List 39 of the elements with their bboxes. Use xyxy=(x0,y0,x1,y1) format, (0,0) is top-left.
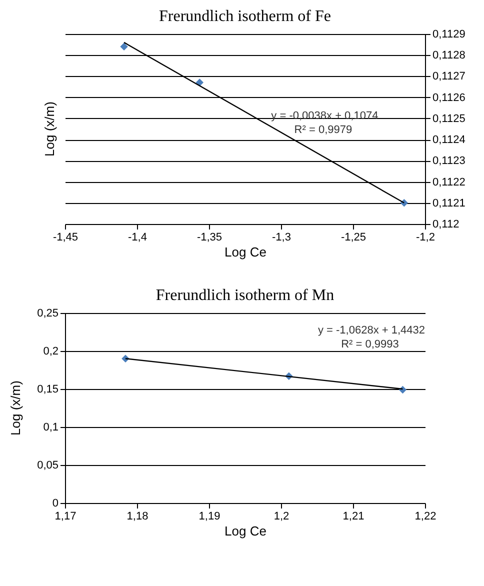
y2-tick-label: 0,1124 xyxy=(432,134,466,146)
y-axis-title: Log (x/m) xyxy=(8,380,23,436)
chart-title: Frerundlich isotherm of Mn xyxy=(156,287,334,304)
y-tick-label: 0,2 xyxy=(43,346,58,358)
y2-tick-label: 0,1129 xyxy=(432,28,466,40)
x-axis-title: Log Ce xyxy=(224,244,266,260)
y2-tick-label: 0,1121 xyxy=(432,197,466,210)
y2-tick-label: 0,112 xyxy=(432,218,460,230)
x-tick-label: 1,2 xyxy=(274,510,290,522)
x-tick-label: -1,25 xyxy=(340,232,366,244)
x-tick-label: -1,35 xyxy=(196,232,222,244)
point xyxy=(120,42,128,51)
annotation: R² = 0,9979 xyxy=(294,124,352,136)
y-axis-title: Log (x/m) xyxy=(42,102,57,156)
x-axis-title: Log Ce xyxy=(224,524,266,538)
y-tick-label: 0,25 xyxy=(37,308,58,320)
y2-tick-label: 0,1126 xyxy=(432,92,466,104)
x-tick-label: -1,2 xyxy=(416,232,435,244)
x-tick-label: -1,4 xyxy=(128,232,147,244)
x-tick-label: 1,19 xyxy=(198,510,220,522)
point xyxy=(196,78,204,86)
y2-tick-label: 0,1125 xyxy=(432,112,466,125)
y2-tick-label: 0,1122 xyxy=(432,176,466,188)
annotation: y = -1,0628x + 1,4432 xyxy=(318,324,425,336)
x-tick-label: -1,3 xyxy=(272,232,291,244)
chart-title: Frerundlich isotherm of Fe xyxy=(159,8,331,25)
y-tick-label: 0,1 xyxy=(43,422,58,434)
annotation: R² = 0,9993 xyxy=(341,338,399,350)
y-tick-label: 0,15 xyxy=(37,384,58,396)
y2-tick-label: 0,1127 xyxy=(432,70,466,83)
x-tick-label: 1,21 xyxy=(342,510,364,522)
y-tick-label: 0 xyxy=(52,498,58,510)
y2-tick-label: 0,1128 xyxy=(432,50,466,62)
y2-tick-label: 0,1123 xyxy=(432,155,466,168)
x-tick-label: 1,22 xyxy=(414,510,436,522)
x-tick-label: 1,17 xyxy=(54,510,76,522)
x-tick-label: 1,18 xyxy=(126,510,148,522)
x-tick-label: -1,45 xyxy=(52,232,78,244)
y-tick-label: 0,05 xyxy=(37,460,58,472)
